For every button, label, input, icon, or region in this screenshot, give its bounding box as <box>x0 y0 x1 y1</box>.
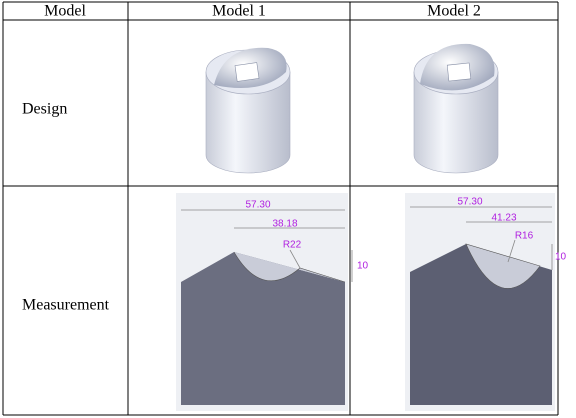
design-render <box>205 47 291 174</box>
table-grid <box>2 1 559 416</box>
row-label: Measurement <box>22 297 110 314</box>
dimension-label: 10 <box>555 252 567 263</box>
header-cell: Model <box>44 3 86 20</box>
header-cell: Model 1 <box>212 3 266 20</box>
measurement-drawing <box>176 193 353 411</box>
dimension-label: 38.18 <box>272 219 297 230</box>
dimension-label: 41.23 <box>491 213 516 224</box>
dimension-label: R16 <box>515 231 534 242</box>
design-render <box>413 43 499 174</box>
dimension-label: R22 <box>283 240 302 251</box>
row-label: Design <box>22 101 67 118</box>
dimension-label: 10 <box>357 261 369 272</box>
header-cell: Model 2 <box>427 3 481 20</box>
dimension-label: 57.30 <box>457 197 482 208</box>
measurement-drawing <box>405 193 555 411</box>
dimension-label: 57.30 <box>245 200 270 211</box>
